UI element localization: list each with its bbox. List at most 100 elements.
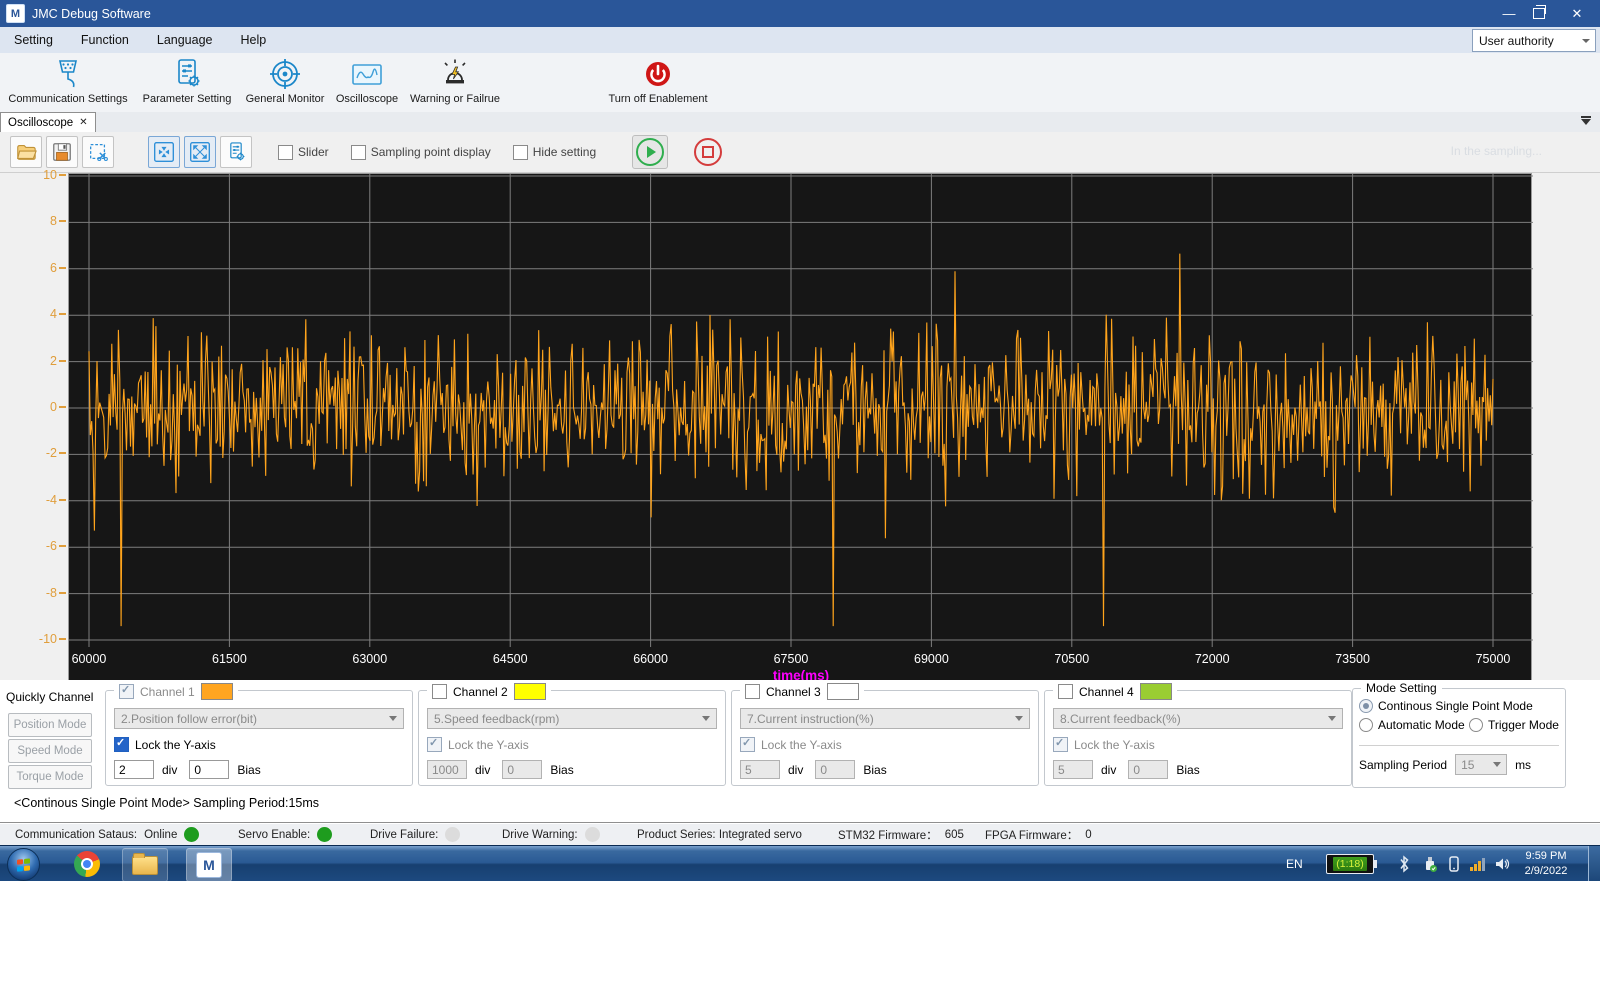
channel-3-color-swatch[interactable] — [826, 683, 859, 700]
volume-icon[interactable] — [1494, 846, 1510, 882]
language-indicator[interactable]: EN — [1286, 857, 1303, 871]
drive-failure-dot — [445, 827, 461, 842]
sampling-period-select[interactable]: 15 — [1455, 754, 1508, 775]
start-sampling-button[interactable] — [632, 135, 669, 169]
torque-mode-button[interactable]: Torque Mode — [8, 765, 92, 789]
battery-indicator[interactable]: (1:18) — [1326, 846, 1377, 882]
scope-settings-button[interactable] — [220, 136, 252, 168]
svg-text:61500: 61500 — [212, 652, 247, 666]
restore-button[interactable] — [1524, 0, 1554, 27]
expand-arrows-icon — [190, 142, 210, 162]
chrome-taskbar-icon[interactable] — [74, 851, 100, 877]
channel-3-lock-y-axis-checkbox[interactable]: Lock the Y-axis — [740, 736, 842, 752]
channel-4-group: Channel 4 8.Current feedback(%) Lock the… — [1044, 683, 1352, 786]
channel-3-bias-input[interactable] — [815, 760, 856, 779]
open-file-button[interactable] — [10, 136, 42, 168]
zoom-full-button[interactable] — [184, 136, 216, 168]
channel-4-lock-y-axis-checkbox[interactable]: Lock the Y-axis — [1053, 736, 1155, 752]
turn-off-enablement-button[interactable]: Turn off Enablement — [600, 56, 716, 105]
hide-setting-checkbox[interactable]: Hide setting — [512, 144, 596, 160]
product-series-status: Product Series: Integrated servo — [637, 828, 802, 841]
channel-1-checkbox[interactable] — [119, 683, 134, 699]
screenshot-button[interactable] — [82, 136, 114, 168]
document-gear-icon — [137, 56, 237, 92]
quickly-channel-title: Quickly Channel — [6, 690, 94, 704]
mode-setting-group: Mode Setting Continous Single Point Mode… — [1352, 681, 1566, 788]
tab-oscilloscope[interactable]: Oscilloscope ✕ — [0, 112, 96, 132]
channel-2-color-swatch[interactable] — [513, 683, 546, 700]
jmc-app-taskbar-icon[interactable]: M — [186, 848, 232, 882]
channel-2-lock-y-axis-checkbox[interactable]: Lock the Y-axis — [427, 736, 529, 752]
menu-language[interactable]: Language — [156, 33, 213, 47]
channel-3-div-input[interactable] — [740, 760, 780, 779]
close-button[interactable]: ✕ — [1571, 5, 1583, 21]
channel-4-bias-input[interactable] — [1128, 760, 1169, 779]
oscilloscope-plot: 60000 61500 63000 64500 66000 67500 69000 70500… — [69, 174, 1533, 683]
channel-1-signal-select[interactable]: 2.Position follow error(bit) — [114, 708, 404, 729]
channel-2-div-input[interactable] — [427, 760, 467, 779]
channel-4-color-swatch[interactable] — [1139, 683, 1172, 700]
channel-1-bias-input[interactable] — [189, 760, 230, 779]
fit-view-button[interactable] — [148, 136, 180, 168]
general-monitor-button[interactable]: General Monitor — [240, 56, 330, 105]
toolbar-label: Oscilloscope — [335, 93, 399, 105]
stop-sampling-button[interactable] — [694, 138, 723, 166]
power-icon — [600, 56, 716, 92]
channel-1-lock-y-axis-checkbox[interactable]: Lock the Y-axis — [114, 736, 216, 752]
fit-arrows-icon — [154, 142, 174, 162]
position-mode-button[interactable]: Position Mode — [8, 713, 92, 737]
oscilloscope-button[interactable]: Oscilloscope — [332, 56, 402, 105]
channel-4-div-input[interactable] — [1053, 760, 1093, 779]
bluetooth-icon[interactable] — [1398, 846, 1410, 882]
menu-help[interactable]: Help — [240, 33, 267, 47]
channel-2-checkbox[interactable] — [432, 684, 447, 699]
communication-settings-button[interactable]: Communication Settings — [2, 56, 134, 105]
y-axis-tick-label: -6 — [46, 539, 66, 553]
connector-icon — [2, 56, 134, 92]
user-authority-select[interactable]: User authority — [1472, 29, 1596, 52]
save-button[interactable] — [46, 136, 78, 168]
menu-setting[interactable]: Setting — [14, 33, 53, 47]
toolbar-label: General Monitor — [245, 93, 325, 105]
parameter-setting-button[interactable]: Parameter Setting — [137, 56, 237, 105]
show-desktop-button[interactable] — [1588, 846, 1600, 882]
tab-overflow-icon[interactable] — [1580, 116, 1592, 125]
channel-3-checkbox[interactable] — [745, 684, 760, 699]
tab-close-icon[interactable]: ✕ — [79, 117, 88, 128]
taskbar: M EN (1:18) 9:59 PM 2/9/2022 — [0, 845, 1600, 882]
automatic-mode-radio[interactable]: Automatic Mode — [1359, 718, 1465, 732]
channel-1-color-swatch[interactable] — [200, 683, 233, 700]
tab-bar: Oscilloscope ✕ — [0, 112, 1600, 133]
sampling-point-display-checkbox[interactable]: Sampling point display — [350, 144, 491, 160]
network-signal-icon[interactable] — [1470, 846, 1485, 882]
taskbar-clock[interactable]: 9:59 PM 2/9/2022 — [1524, 850, 1568, 877]
toolbar-label: Turn off Enablement — [608, 93, 708, 105]
channel-4-checkbox[interactable] — [1058, 684, 1073, 699]
warning-or-failure-button[interactable]: Warning or Failrue — [405, 56, 505, 105]
restore-icon — [1533, 5, 1546, 19]
menu-function[interactable]: Function — [80, 33, 129, 47]
svg-text:73500: 73500 — [1335, 652, 1370, 666]
file-explorer-taskbar-icon[interactable] — [122, 848, 168, 882]
speed-mode-button[interactable]: Speed Mode — [8, 739, 92, 763]
continous-single-point-mode-radio[interactable]: Continous Single Point Mode — [1359, 699, 1533, 713]
channel-1-div-input[interactable] — [114, 760, 154, 779]
window-title: JMC Debug Software — [32, 6, 151, 21]
folder-open-icon — [17, 145, 37, 160]
y-axis-tick-label: -2 — [46, 446, 66, 460]
chart-section: 10 8 6 4 2 0 -2 -4 -6 -8 -10 60000 61500 63000 64500 6… — [0, 168, 1600, 683]
folder-icon — [132, 852, 158, 875]
channel-3-signal-select[interactable]: 7.Current instruction(%) — [740, 708, 1030, 729]
start-button[interactable] — [7, 848, 40, 881]
channel-2-signal-select[interactable]: 5.Speed feedback(rpm) — [427, 708, 717, 729]
trigger-mode-radio[interactable]: Trigger Mode — [1469, 718, 1559, 732]
sampling-period-unit: ms — [1515, 757, 1532, 772]
channel-2-bias-input[interactable] — [502, 760, 543, 779]
slider-checkbox[interactable]: Slider — [278, 144, 329, 160]
svg-text:60000: 60000 — [72, 652, 107, 666]
channel-4-signal-select[interactable]: 8.Current feedback(%) — [1053, 708, 1343, 729]
usb-device-icon[interactable] — [1422, 846, 1438, 882]
device-icon[interactable] — [1448, 846, 1460, 882]
minimize-button[interactable]: — — [1502, 6, 1516, 21]
title-bar: M JMC Debug Software — ✕ — [0, 0, 1600, 27]
